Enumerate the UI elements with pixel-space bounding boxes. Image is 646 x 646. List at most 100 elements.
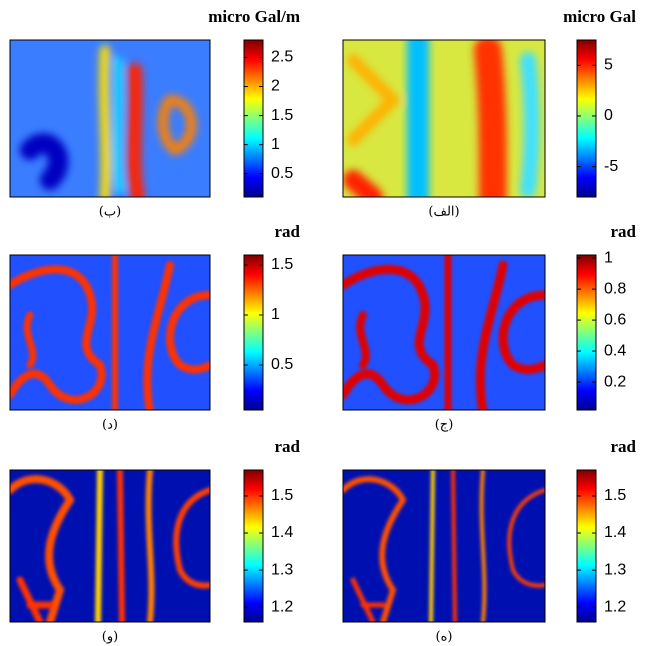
colorbar-tick-label: 1.2 — [604, 598, 626, 615]
colorbar-tick-label: 1 — [271, 136, 280, 153]
colorbar-unit: rad — [611, 437, 637, 456]
colorbar-tick-label: 0.2 — [604, 373, 626, 390]
colorbar-unit: micro Gal — [563, 7, 636, 26]
field-feature — [99, 45, 111, 197]
field-feature — [10, 475, 75, 622]
heatmap-panel — [342, 39, 546, 198]
field-feature — [343, 264, 440, 405]
field-feature — [350, 577, 386, 622]
field-feature — [507, 488, 545, 588]
heatmap-image — [343, 40, 545, 197]
field-feature — [145, 470, 155, 622]
colorbar — [576, 469, 597, 623]
colorbar-tick-label: 1.5 — [271, 256, 293, 273]
colorbar-unit: micro Gal/m — [208, 7, 300, 26]
heatmap-image — [10, 255, 210, 410]
colorbar-tick-label: 2 — [271, 78, 280, 95]
field-feature — [10, 265, 106, 404]
colorbar-tick-label: 1.5 — [271, 487, 293, 504]
field-feature — [343, 476, 407, 622]
colorbar — [576, 254, 597, 411]
heatmap-panel — [9, 254, 211, 411]
colorbar-tick-label: 1 — [604, 249, 613, 266]
field-feature — [498, 290, 545, 374]
field-feature — [475, 260, 508, 410]
field-feature — [166, 291, 210, 374]
field-feature — [520, 52, 540, 197]
heatmap-features — [10, 255, 210, 410]
field-feature — [117, 470, 125, 622]
heatmap-frame — [9, 39, 211, 198]
colorbar-tick-label: 1.5 — [604, 487, 626, 504]
colorbar — [243, 469, 264, 623]
caption: (د) — [102, 418, 118, 433]
heatmap-panel — [342, 469, 546, 623]
colorbar-tick-label: 1.3 — [604, 561, 626, 578]
colorbar-tick-label: 0.8 — [604, 280, 626, 297]
field-feature — [343, 170, 383, 197]
colorbar-tick-label: 0.4 — [604, 342, 626, 359]
heatmap-bg — [10, 470, 210, 622]
caption: (ب) — [99, 205, 121, 220]
field-feature — [429, 470, 435, 622]
field-feature — [356, 311, 370, 369]
caption: (الف) — [428, 205, 459, 220]
caption: (ه) — [436, 630, 453, 645]
heatmap-frame — [342, 39, 546, 198]
heatmap-bg — [10, 255, 210, 410]
heatmap-frame — [9, 469, 211, 623]
field-feature — [474, 40, 507, 197]
field-feature — [347, 54, 402, 146]
colorbar-tick-label: 1.3 — [271, 561, 293, 578]
heatmap-panel — [9, 39, 211, 198]
heatmap-features — [343, 40, 540, 197]
colorbar-tick-label: 1 — [271, 306, 280, 323]
heatmap-features — [10, 470, 210, 622]
field-feature — [143, 261, 174, 410]
heatmap-image — [343, 470, 545, 622]
colorbar — [243, 254, 264, 411]
colorbar — [243, 39, 264, 198]
field-feature — [173, 487, 210, 589]
heatmap-panel — [342, 254, 546, 411]
heatmap-bg — [343, 255, 545, 410]
colorbar-tick-label: 5 — [604, 57, 613, 74]
heatmap-frame — [342, 469, 546, 623]
colorbar-tick-label: 0.5 — [271, 356, 293, 373]
field-feature — [479, 470, 487, 622]
field-feature — [451, 470, 457, 622]
colorbar-tick-label: 1.4 — [271, 524, 293, 541]
heatmap-bg — [343, 470, 545, 622]
heatmap-frame — [9, 254, 211, 411]
colorbar — [576, 39, 597, 198]
colorbar-tick-label: 0.6 — [604, 311, 626, 328]
field-feature — [113, 56, 124, 194]
field-feature — [20, 133, 69, 190]
heatmap-frame — [342, 254, 546, 411]
heatmap-image — [10, 470, 210, 622]
heatmap-features — [343, 470, 545, 622]
caption: (ج) — [435, 418, 454, 433]
colorbar-tick-label: 2.5 — [271, 49, 293, 66]
colorbar-tick-label: 1.2 — [271, 598, 293, 615]
colorbar-unit: rad — [611, 222, 637, 241]
caption: (و) — [102, 630, 118, 645]
field-feature — [23, 311, 37, 369]
field-feature — [95, 470, 103, 622]
field-feature — [127, 63, 145, 197]
colorbar-tick-label: 0 — [604, 107, 613, 124]
heatmap-features — [20, 45, 197, 197]
field-feature — [158, 95, 197, 156]
heatmap-image — [10, 40, 210, 197]
heatmap-features — [343, 255, 545, 410]
colorbar-unit: rad — [275, 437, 301, 456]
colorbar-tick-label: 1.4 — [604, 524, 626, 541]
heatmap-panel — [9, 469, 211, 623]
colorbar-tick-label: 0.5 — [271, 165, 293, 182]
colorbar-tick-label: -5 — [604, 158, 618, 175]
colorbar-tick-label: 1.5 — [271, 107, 293, 124]
heatmap-image — [343, 255, 545, 410]
colorbar-unit: rad — [275, 222, 301, 241]
field-feature — [16, 576, 54, 622]
